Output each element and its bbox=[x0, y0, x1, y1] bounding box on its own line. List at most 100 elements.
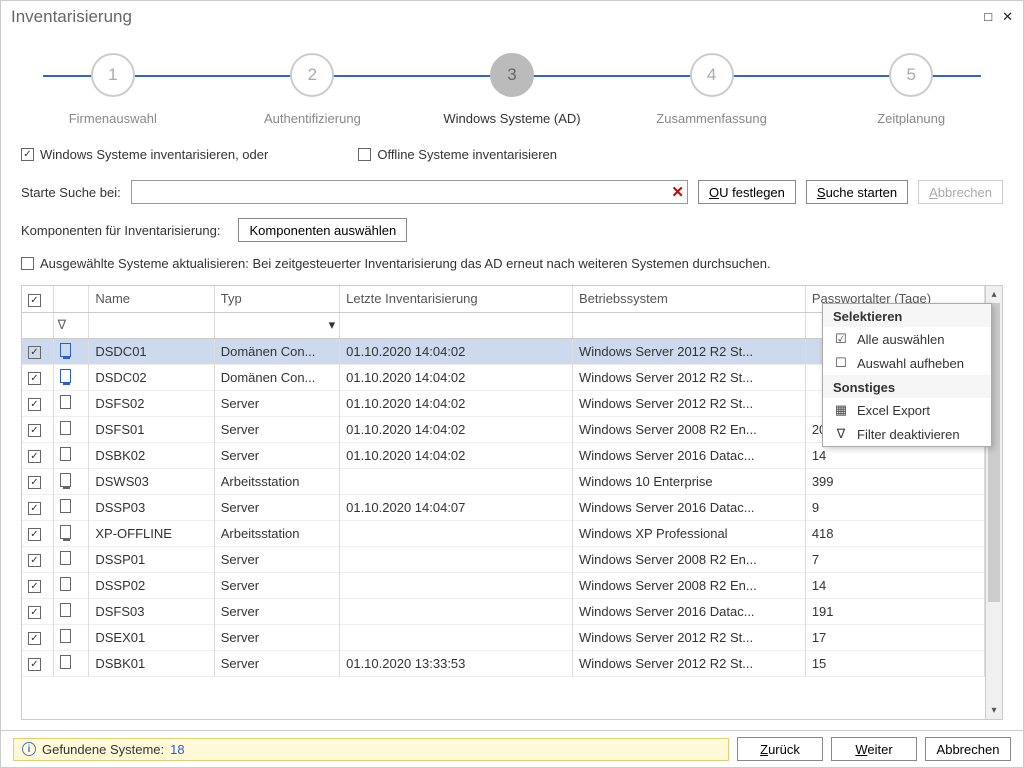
header-date[interactable]: Letzte Inventarisierung bbox=[340, 286, 573, 312]
row-date: 01.10.2020 14:04:02 bbox=[340, 364, 573, 390]
context-item-deselect-all[interactable]: ☐ Auswahl aufheben bbox=[823, 351, 991, 375]
progress-step[interactable]: 4 Zusammenfassung bbox=[622, 53, 802, 126]
row-checkbox[interactable] bbox=[22, 442, 53, 468]
filter-check[interactable] bbox=[22, 312, 53, 338]
filter-type-dropdown[interactable]: ▾ bbox=[214, 312, 339, 338]
row-checkbox[interactable] bbox=[22, 416, 53, 442]
row-checkbox[interactable] bbox=[22, 572, 53, 598]
check-icon bbox=[21, 148, 34, 161]
context-item-excel-export[interactable]: ▦ Excel Export bbox=[823, 398, 991, 422]
context-menu: Selektieren ☑ Alle auswählen ☐ Auswahl a… bbox=[822, 303, 992, 447]
header-type[interactable]: Typ bbox=[214, 286, 339, 312]
uncheck-icon bbox=[21, 257, 34, 270]
row-type: Server bbox=[214, 624, 339, 650]
progress-step[interactable]: 5 Zeitplanung bbox=[821, 53, 1001, 126]
table-row[interactable]: DSWS03 Arbeitsstation Windows 10 Enterpr… bbox=[22, 468, 985, 494]
scroll-up-icon[interactable]: ▴ bbox=[986, 286, 1002, 303]
header-os[interactable]: Betriebssystem bbox=[572, 286, 805, 312]
row-date bbox=[340, 624, 573, 650]
row-os: Windows Server 2008 R2 En... bbox=[572, 546, 805, 572]
table-row[interactable]: DSBK01 Server 01.10.2020 13:33:53 Window… bbox=[22, 650, 985, 676]
context-item-label: Alle auswählen bbox=[857, 332, 944, 347]
row-date bbox=[340, 468, 573, 494]
start-search-button[interactable]: Suche starten bbox=[806, 180, 908, 204]
row-checkbox[interactable] bbox=[22, 390, 53, 416]
scroll-down-icon[interactable]: ▾ bbox=[986, 702, 1002, 719]
next-button[interactable]: Weiter bbox=[831, 737, 917, 761]
row-name: DSBK01 bbox=[89, 650, 214, 676]
table-row[interactable]: XP-OFFLINE Arbeitsstation Windows XP Pro… bbox=[22, 520, 985, 546]
row-checkbox[interactable] bbox=[22, 624, 53, 650]
step-label: Zeitplanung bbox=[877, 111, 945, 126]
row-type-icon bbox=[53, 338, 89, 364]
header-check-all[interactable] bbox=[22, 286, 53, 312]
row-checkbox[interactable] bbox=[22, 494, 53, 520]
status-count: 18 bbox=[170, 742, 184, 757]
cancel-button[interactable]: Abbrechen bbox=[925, 737, 1011, 761]
table-icon: ▦ bbox=[833, 402, 849, 418]
progress-step[interactable]: 1 Firmenauswahl bbox=[23, 53, 203, 126]
maximize-icon[interactable]: □ bbox=[984, 9, 992, 25]
row-checkbox[interactable] bbox=[22, 650, 53, 676]
context-item-select-all[interactable]: ☑ Alle auswählen bbox=[823, 327, 991, 351]
row-type-icon bbox=[53, 520, 89, 546]
filter-os-input[interactable] bbox=[577, 318, 801, 333]
table-row[interactable]: DSSP02 Server Windows Server 2008 R2 En.… bbox=[22, 572, 985, 598]
close-icon[interactable]: ✕ bbox=[1002, 9, 1013, 25]
progress-step[interactable]: 2 Authentifizierung bbox=[223, 53, 403, 126]
row-checkbox[interactable] bbox=[22, 364, 53, 390]
table-row[interactable]: DSFS03 Server Windows Server 2016 Datac.… bbox=[22, 598, 985, 624]
header-name[interactable]: Name bbox=[89, 286, 214, 312]
row-checkbox[interactable] bbox=[22, 520, 53, 546]
table-row[interactable]: DSSP01 Server Windows Server 2008 R2 En.… bbox=[22, 546, 985, 572]
row-name: DSSP02 bbox=[89, 572, 214, 598]
row-os: Windows XP Professional bbox=[572, 520, 805, 546]
context-item-label: Auswahl aufheben bbox=[857, 356, 964, 371]
row-os: Windows Server 2012 R2 St... bbox=[572, 624, 805, 650]
row-checkbox[interactable] bbox=[22, 546, 53, 572]
search-input[interactable] bbox=[131, 180, 688, 204]
checkbox-refresh-systems[interactable]: Ausgewählte Systeme aktualisieren: Bei z… bbox=[21, 256, 771, 271]
filter-icon[interactable]: ∇ bbox=[53, 312, 89, 338]
clear-icon[interactable]: ✕ bbox=[671, 183, 684, 201]
back-button[interactable]: Zurück bbox=[737, 737, 823, 761]
row-type-icon bbox=[53, 650, 89, 676]
header-icon bbox=[53, 286, 89, 312]
row-name: XP-OFFLINE bbox=[89, 520, 214, 546]
progress-step[interactable]: 3 Windows Systeme (AD) bbox=[422, 53, 602, 126]
row-type-icon bbox=[53, 598, 89, 624]
checkbox-offline-inventory[interactable]: Offline Systeme inventarisieren bbox=[358, 147, 557, 162]
info-icon: i bbox=[22, 742, 36, 756]
step-circle: 2 bbox=[290, 53, 334, 97]
checkbox-windows-inventory[interactable]: Windows Systeme inventarisieren, oder bbox=[21, 147, 268, 162]
uncheck-icon bbox=[358, 148, 371, 161]
checkbox-label: Windows Systeme inventarisieren, oder bbox=[40, 147, 268, 162]
row-age: 399 bbox=[805, 468, 984, 494]
row-date bbox=[340, 598, 573, 624]
table-row[interactable]: DSEX01 Server Windows Server 2012 R2 St.… bbox=[22, 624, 985, 650]
row-os: Windows Server 2016 Datac... bbox=[572, 494, 805, 520]
components-button[interactable]: Komponenten auswählen bbox=[238, 218, 407, 242]
row-type: Server bbox=[214, 390, 339, 416]
row-checkbox[interactable] bbox=[22, 598, 53, 624]
filter-date-input[interactable] bbox=[344, 318, 568, 333]
checkbox-label: Offline Systeme inventarisieren bbox=[377, 147, 557, 162]
row-age: 15 bbox=[805, 650, 984, 676]
filter-name-input[interactable] bbox=[93, 318, 209, 333]
step-label: Firmenauswahl bbox=[69, 111, 157, 126]
row-checkbox[interactable] bbox=[22, 468, 53, 494]
table-row[interactable]: DSSP03 Server 01.10.2020 14:04:07 Window… bbox=[22, 494, 985, 520]
checkbox-label: Ausgewählte Systeme aktualisieren: Bei z… bbox=[40, 256, 771, 271]
ou-button[interactable]: OU festlegen bbox=[698, 180, 796, 204]
row-type: Domänen Con... bbox=[214, 338, 339, 364]
row-type-icon bbox=[53, 364, 89, 390]
row-age: 14 bbox=[805, 572, 984, 598]
row-date bbox=[340, 520, 573, 546]
row-age: 7 bbox=[805, 546, 984, 572]
row-date bbox=[340, 546, 573, 572]
row-type: Server bbox=[214, 572, 339, 598]
context-item-disable-filter[interactable]: ∇ Filter deaktivieren bbox=[823, 422, 991, 446]
context-item-label: Filter deaktivieren bbox=[857, 427, 960, 442]
row-checkbox[interactable] bbox=[22, 338, 53, 364]
row-type: Arbeitsstation bbox=[214, 520, 339, 546]
